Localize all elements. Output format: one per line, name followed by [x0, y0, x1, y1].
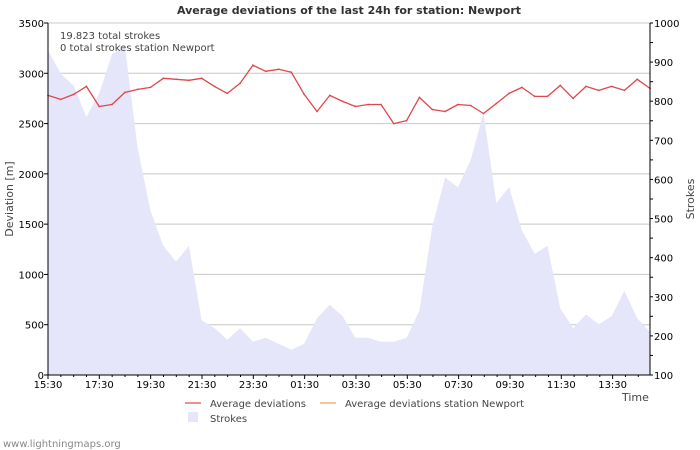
strokes-area	[48, 46, 650, 375]
y-tick-label: 1500	[19, 220, 44, 231]
y-tick-label: 1000	[19, 270, 44, 281]
x-tick-label: 23:30	[239, 380, 268, 391]
average-deviations-point	[316, 110, 318, 113]
average-deviations-point	[610, 85, 613, 88]
average-deviations-point	[636, 78, 639, 81]
annotation-total-strokes: 19.823 total strokes	[60, 31, 160, 42]
average-deviations-point	[623, 89, 626, 92]
x-tick-label: 15:30	[34, 380, 63, 391]
x-tick-label: 05:30	[393, 380, 422, 391]
y2-tick-label: 800	[654, 97, 673, 108]
x-tick-label: 07:30	[444, 380, 473, 391]
y2-tick-label: 300	[654, 293, 673, 304]
average-deviations-point	[533, 95, 536, 98]
average-deviations-point	[85, 85, 88, 88]
average-deviations-point	[444, 110, 446, 113]
average-deviations-point	[418, 96, 421, 99]
y2-axis-label: Strokes	[684, 178, 697, 219]
y-tick-label: 500	[25, 321, 44, 332]
average-deviations-point	[546, 95, 549, 98]
x-tick-label: 21:30	[188, 380, 217, 391]
legend-label-average-deviations: Average deviations	[210, 399, 306, 410]
site-credit: www.lightningmaps.org	[3, 439, 121, 450]
average-deviations-point	[213, 85, 216, 88]
average-deviations-point	[149, 86, 152, 89]
average-deviations-point	[469, 104, 472, 107]
y-axis-label: Deviation [m]	[3, 161, 16, 236]
x-tick-label: 01:30	[290, 380, 319, 391]
average-deviations-point	[124, 91, 126, 94]
y-tick-label: 3500	[19, 19, 44, 30]
x-tick-label: 17:30	[85, 380, 114, 391]
average-deviations-point	[175, 78, 178, 81]
average-deviations-point	[341, 100, 344, 103]
y2-tick-label: 100	[654, 371, 673, 382]
y-tick-label: 2500	[19, 120, 44, 131]
chart-title: Average deviations of the last 24h for s…	[177, 4, 521, 17]
average-deviations-point	[72, 93, 75, 96]
average-deviations-point	[252, 64, 254, 67]
average-deviations-point	[392, 122, 395, 125]
average-deviations-point	[277, 68, 280, 71]
average-deviations-point	[98, 105, 101, 108]
y-tick-label: 0	[38, 371, 44, 382]
average-deviations-point	[354, 105, 357, 108]
x-axis-label: Time	[621, 391, 649, 404]
y2-tick-label: 900	[654, 58, 673, 69]
legend-swatch-strokes	[188, 412, 198, 422]
average-deviations-point	[136, 88, 139, 91]
average-deviations-line	[47, 64, 651, 125]
legend-label-strokes: Strokes	[210, 414, 247, 425]
average-deviations-point	[188, 79, 190, 82]
y2-tick-label: 600	[654, 175, 673, 186]
x-tick-label: 19:30	[136, 380, 165, 391]
average-deviations-point	[457, 103, 459, 106]
y2-tick-label: 1000	[654, 19, 679, 30]
average-deviations-point	[585, 85, 587, 88]
average-deviations-point	[239, 82, 242, 85]
y2-tick-label: 200	[654, 332, 673, 343]
average-deviations-point	[559, 84, 562, 87]
legend: Average deviations Average deviations st…	[185, 399, 524, 425]
average-deviations-point	[303, 93, 306, 96]
y2-axis-ticks: 100 200 300 400 500 600 700 800 900 1000	[650, 19, 679, 382]
average-deviations-point	[495, 102, 498, 105]
y2-tick-label: 400	[654, 254, 673, 265]
x-axis-ticks: 15:30 17:30 19:30 21:30 23:30 01:30 03:30 05:30…	[34, 375, 639, 391]
average-deviations-point	[328, 94, 331, 97]
average-deviations-point	[508, 92, 510, 95]
average-deviations-point	[572, 97, 574, 100]
average-deviations-point	[111, 103, 113, 106]
x-tick-label: 03:30	[342, 380, 371, 391]
average-deviations-point	[264, 70, 267, 73]
average-deviations-point	[226, 92, 229, 95]
average-deviations-point	[597, 89, 600, 92]
average-deviations-point	[405, 119, 408, 122]
x-tick-label: 09:30	[496, 380, 525, 391]
average-deviations-point	[482, 112, 485, 115]
legend-label-station-deviations: Average deviations station Newport	[345, 399, 524, 410]
average-deviations-point	[162, 77, 165, 80]
x-tick-label: 13:30	[598, 380, 627, 391]
average-deviations-point	[200, 77, 203, 80]
average-deviations-point	[367, 103, 370, 106]
average-deviations-point	[290, 71, 293, 74]
y-axis-ticks: 0 500 1000 1500 2000 2500 3000 3500	[19, 19, 48, 382]
x-tick-label: 11:30	[547, 380, 576, 391]
y-tick-label: 2000	[19, 170, 44, 181]
average-deviations-point	[431, 108, 434, 111]
average-deviations-point	[59, 98, 62, 101]
average-deviations-point	[521, 86, 523, 89]
y2-tick-label: 700	[654, 136, 673, 147]
average-deviations-point	[380, 103, 382, 106]
y-tick-label: 3000	[19, 69, 44, 80]
y2-tick-label: 500	[654, 215, 673, 226]
annotation-station-strokes: 0 total strokes station Newport	[60, 43, 215, 54]
strokes-series	[48, 46, 650, 375]
